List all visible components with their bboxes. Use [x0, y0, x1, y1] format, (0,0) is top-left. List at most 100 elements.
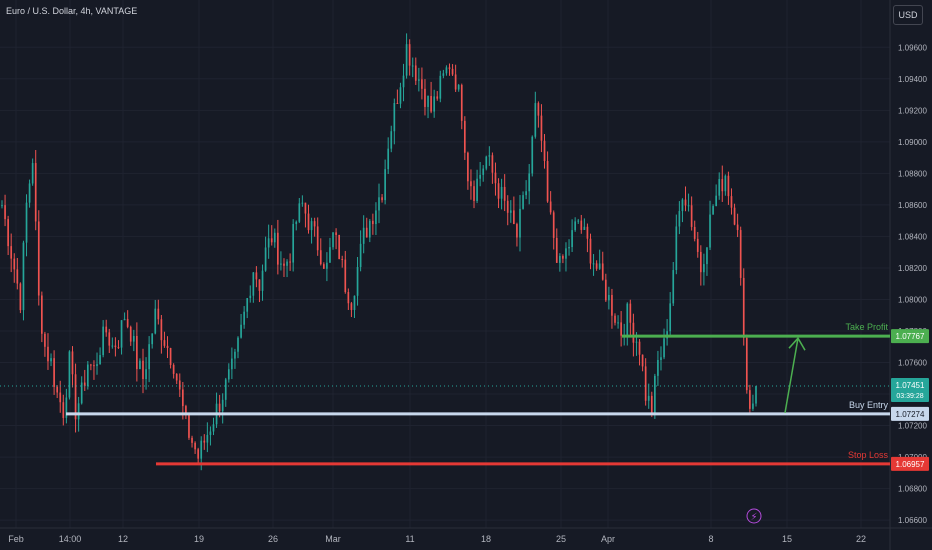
candle-body [516, 224, 518, 238]
candle-body [491, 155, 494, 173]
candle-body [654, 375, 656, 415]
candle-body [7, 219, 9, 247]
candle-body [301, 202, 304, 204]
candle-body [583, 226, 586, 230]
level-price-text: 1.07274 [896, 410, 925, 419]
candle-body [347, 292, 350, 304]
candle-body [632, 322, 635, 343]
candle-body [123, 318, 126, 321]
candle-body [169, 347, 172, 365]
candle-body [34, 163, 37, 222]
candle-body [396, 103, 399, 105]
candle-body [157, 308, 160, 320]
candle-body [528, 173, 531, 192]
last-price-tag [891, 377, 929, 402]
candle-body [114, 345, 117, 348]
candle-body [62, 402, 65, 418]
candle-body [736, 224, 739, 231]
candle-body [53, 358, 55, 387]
level-label: Buy Entry [849, 400, 889, 410]
candle-body [47, 346, 49, 362]
candle-body [68, 351, 71, 398]
candle-body [709, 214, 711, 248]
candle-body [273, 232, 276, 243]
candle-body [329, 247, 331, 263]
candle-body [509, 210, 512, 213]
candle-body [378, 197, 380, 211]
candle-body [638, 341, 641, 355]
candle-body [522, 195, 524, 209]
candle-body [454, 74, 457, 90]
candle-body [65, 397, 68, 418]
candle-body [393, 103, 396, 132]
candle-body [568, 247, 570, 249]
candle-body [534, 103, 537, 137]
candle-body [718, 179, 721, 196]
candle-body [16, 269, 19, 284]
candle-body [4, 205, 6, 220]
y-tick-label: 1.09400 [898, 75, 927, 84]
candle-body [212, 424, 215, 432]
candle-body [586, 226, 589, 239]
candle-body [289, 261, 291, 263]
x-tick-label: Apr [601, 534, 615, 544]
candle-body [181, 389, 184, 407]
y-tick-label: 1.08600 [898, 201, 927, 210]
candle-body [267, 238, 270, 248]
candle-body [430, 95, 432, 112]
candle-body [178, 380, 181, 390]
candle-body [408, 44, 411, 66]
currency-button[interactable]: USD [893, 5, 923, 25]
level-price-text: 1.06957 [896, 460, 925, 469]
candle-body [703, 264, 705, 273]
candle-body [145, 369, 147, 380]
candle-body [497, 183, 500, 199]
candle-body [467, 152, 469, 182]
candle-body [280, 263, 282, 265]
candle-body [537, 103, 540, 116]
candle-body [307, 213, 310, 231]
candle-body [375, 210, 377, 225]
candle-body [687, 205, 690, 207]
candle-body [350, 303, 353, 311]
candle-body [37, 221, 40, 296]
x-tick-label: Feb [8, 534, 24, 544]
candle-body [626, 303, 629, 336]
candle-body [399, 87, 402, 104]
candle-body [237, 337, 239, 352]
candle-body [724, 175, 727, 192]
lightning-glyph: ⚡ [750, 512, 757, 523]
candle-body [565, 248, 567, 259]
candle-body [727, 175, 730, 197]
candle-body [681, 199, 684, 212]
candle-body [451, 68, 454, 75]
candle-body [608, 295, 610, 301]
candle-body [601, 263, 604, 280]
candle-body [13, 258, 16, 270]
candle-body [203, 440, 206, 443]
candle-body [684, 199, 687, 206]
candle-body [185, 406, 187, 415]
candle-body [41, 295, 43, 334]
candle-body [381, 197, 383, 201]
candle-body [629, 303, 632, 323]
candle-body [696, 238, 699, 252]
candle-body [338, 234, 340, 259]
y-tick-label: 1.06600 [898, 516, 927, 525]
candle-body [589, 238, 592, 264]
candle-body [574, 221, 577, 231]
candle-body [519, 208, 521, 238]
candle-body [188, 414, 190, 438]
candle-body [384, 169, 386, 201]
candle-body [270, 238, 273, 243]
candle-body [200, 440, 203, 459]
candle-body [479, 174, 481, 179]
candle-body [102, 326, 104, 356]
level-price-tag [891, 456, 929, 471]
candle-body [120, 320, 123, 348]
candle-body [445, 67, 448, 74]
candle-body [19, 283, 22, 311]
candle-body [390, 131, 393, 149]
